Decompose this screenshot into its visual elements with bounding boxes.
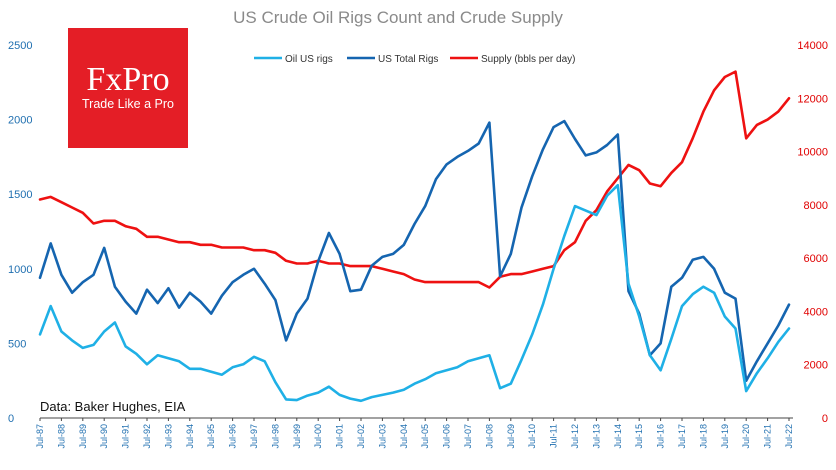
x-tick-label: Jul-13	[591, 424, 601, 449]
y-left-tick-label: 1500	[8, 189, 32, 201]
x-tick-label: Jul-93	[163, 424, 173, 449]
x-tick-label: Jul-14	[613, 424, 623, 449]
x-tick-label: Jul-01	[335, 424, 345, 449]
x-tick-label: Jul-20	[741, 424, 751, 449]
x-tick-label: Jul-96	[228, 424, 238, 449]
x-tick-label: Jul-88	[56, 424, 66, 449]
series-layer	[38, 70, 791, 403]
x-tick-label: Jul-07	[463, 424, 473, 449]
x-tick-label: Jul-94	[185, 424, 195, 449]
x-axis: Jul-87 Jul-88 Jul-89 Jul-90 Jul-91 Jul-92 Jul-…	[35, 417, 794, 449]
legend-label-supply: Supply (bbls per day)	[481, 54, 576, 65]
series-line-us-total-rigs	[38, 119, 791, 383]
x-tick-label: Jul-97	[249, 424, 259, 449]
legend: Oil US rigs US Total Rigs Supply (bbls p…	[254, 54, 576, 65]
legend-label-oil-rigs: Oil US rigs	[285, 54, 333, 65]
x-tick-label: Jul-02	[356, 424, 366, 449]
x-tick-label: Jul-08	[484, 424, 494, 449]
fxpro-logo: FxPro Trade Like a Pro	[68, 28, 188, 148]
y-left-tick-label: 2500	[8, 40, 32, 52]
source-note: Data: Baker Hughes, EIA	[40, 399, 186, 414]
series-line-supply-bbls-per-day	[38, 70, 791, 289]
x-tick-label: Jul-92	[142, 424, 152, 449]
x-tick-label: Jul-03	[377, 424, 387, 449]
x-tick-label: Jul-18	[698, 424, 708, 449]
x-tick-label: Jul-15	[634, 424, 644, 449]
logo-background	[68, 28, 188, 148]
x-tick-label: Jul-09	[506, 424, 516, 449]
right-axis: 0 2000 4000 6000 8000 10000 12000 14000	[797, 40, 828, 425]
legend-label-total-rigs: US Total Rigs	[378, 54, 438, 65]
y-right-tick-label: 8000	[804, 200, 828, 212]
x-tick-label: Jul-19	[720, 424, 730, 449]
y-right-tick-label: 4000	[804, 306, 828, 318]
left-axis: 0 500 1000 1500 2000 2500	[8, 40, 32, 425]
y-right-tick-label: 12000	[797, 93, 828, 105]
x-tick-label: Jul-21	[763, 424, 773, 449]
chart-title: US Crude Oil Rigs Count and Crude Supply	[233, 8, 563, 27]
y-left-tick-label: 1000	[8, 264, 32, 276]
x-tick-label: Jul-05	[420, 424, 430, 449]
x-tick-label: Jul-95	[206, 424, 216, 449]
x-tick-label: Jul-04	[399, 424, 409, 449]
y-left-tick-label: 500	[8, 338, 26, 350]
series-line-oil-us-rigs	[38, 183, 791, 403]
y-right-tick-label: 10000	[797, 147, 828, 159]
y-right-tick-label: 0	[822, 413, 828, 425]
x-tick-label: Jul-11	[549, 424, 559, 448]
logo-brand: FxPro	[86, 61, 169, 98]
x-tick-label: Jul-16	[656, 424, 666, 449]
x-tick-label: Jul-99	[292, 424, 302, 449]
x-tick-label: Jul-10	[527, 424, 537, 449]
x-tick-label: Jul-00	[313, 424, 323, 449]
x-tick-label: Jul-91	[121, 424, 131, 449]
x-tick-label: Jul-17	[677, 424, 687, 449]
y-right-tick-label: 2000	[804, 360, 828, 372]
x-tick-label: Jul-87	[35, 424, 45, 449]
logo-tagline: Trade Like a Pro	[82, 97, 174, 111]
x-tick-label: Jul-06	[442, 424, 452, 449]
y-right-tick-label: 14000	[797, 40, 828, 52]
x-tick-label: Jul-90	[99, 424, 109, 449]
y-left-tick-label: 0	[8, 413, 14, 425]
x-tick-label: Jul-98	[270, 424, 280, 449]
x-tick-label: Jul-89	[78, 424, 88, 449]
x-tick-label: Jul-22	[784, 424, 794, 449]
y-right-tick-label: 6000	[804, 253, 828, 265]
x-tick-label: Jul-12	[570, 424, 580, 449]
y-left-tick-label: 2000	[8, 115, 32, 127]
